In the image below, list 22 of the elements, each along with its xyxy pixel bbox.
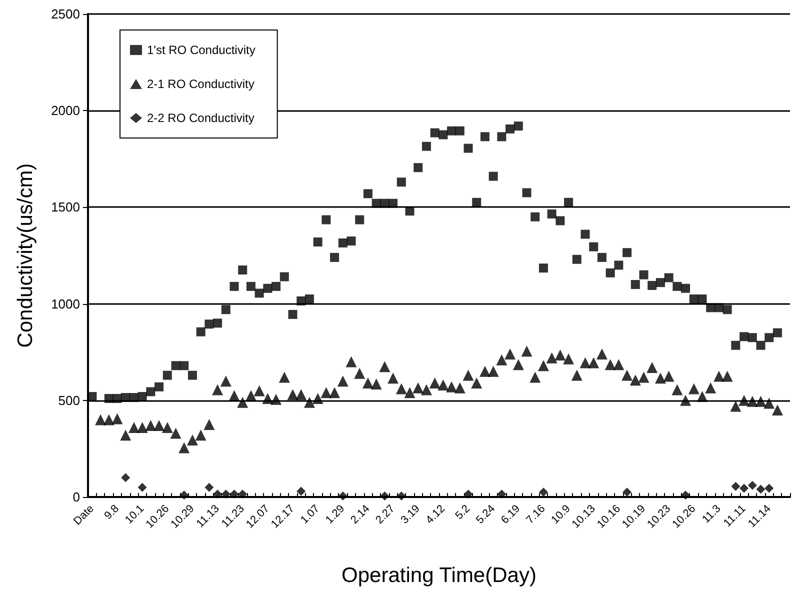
x-tick-label: 6.19 [499,502,523,526]
x-axis-title: Operating Time(Day) [342,564,536,587]
y-tick-label: 1000 [51,296,80,312]
x-tick-label: 5.2 [453,502,472,522]
y-tick-label: 2500 [51,6,80,22]
x-tick-label: 9.8 [102,502,122,522]
y-tick-label: 2000 [51,103,80,118]
x-tick-label: 5.24 [474,502,498,526]
legend-label: 2-1 RO Conductivity [147,77,254,91]
legend-label: 1'st RO Conductivity [147,43,256,57]
x-tick-label: 4.12 [424,502,448,526]
x-tick-label: 1.29 [324,502,348,526]
y-tick-label: 0 [72,490,80,504]
y-tick-label: 500 [58,392,80,408]
y-tick-label: 1500 [51,200,80,215]
x-tick-label: 11.3 [700,502,724,526]
x-tick-label: 10.1 [122,502,147,526]
x-tick-label: 3.19 [398,502,422,526]
x-tick-label: 10.9 [549,502,573,526]
x-tick-label: 7.16 [524,502,548,526]
y-axis-title: Conductivity(us/cm) [14,163,37,348]
legend-label: 2-2 RO Conductivity [147,111,254,125]
